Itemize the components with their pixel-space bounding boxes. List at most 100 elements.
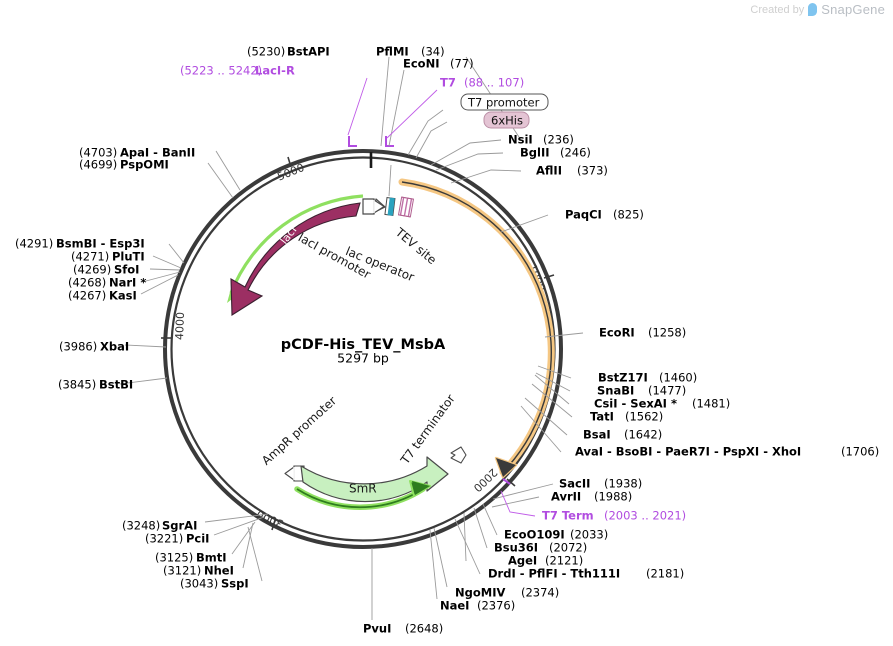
site-name: SgrAI	[162, 519, 197, 533]
site-pos: (4267)	[68, 289, 106, 303]
site-label-nhei[interactable]: (3121) NheI	[163, 564, 234, 578]
site-pos: (2181)	[646, 567, 684, 581]
site-label-avai-group[interactable]: AvaI - BsoBI - PaeR7I - PspXI - XhoI (17…	[575, 445, 879, 459]
site-label-ngomiv[interactable]: NgoMIV (2374)	[455, 586, 559, 600]
site-name: AflII	[536, 164, 562, 178]
site-label-bsmbi-esp3i[interactable]: (4291) BsmBI - Esp3I	[15, 237, 145, 251]
site-pos: (246)	[560, 146, 591, 160]
site-label-ecori[interactable]: EcoRI (1258)	[599, 326, 686, 340]
site-name: NheI	[204, 564, 234, 578]
site-label-pvui[interactable]: PvuI (2648)	[363, 622, 443, 636]
ruler-tick-label: 2000	[471, 466, 500, 495]
site-name: PvuI	[363, 622, 391, 636]
site-name: BstBI	[99, 378, 133, 392]
site-label-pspomi[interactable]: (4699) PspOMI	[79, 158, 169, 172]
badge-6xhis[interactable]: 6xHis	[483, 111, 530, 129]
site-pos: (1460)	[659, 371, 697, 385]
site-label-pflmi[interactable]: PflMI (34)	[376, 45, 445, 59]
site-name: PaqCI	[565, 208, 602, 222]
site-label-xbai[interactable]: (3986) XbaI	[59, 340, 129, 354]
site-label-apai-banii[interactable]: (4703) ApaI - BanII	[79, 146, 195, 160]
site-name: EcoRI	[599, 326, 635, 340]
site-name: BsmBI - Esp3I	[56, 237, 145, 251]
site-label-bstapi[interactable]: (5230) BstAPI	[247, 45, 330, 59]
snapgene-logo-icon	[808, 3, 818, 16]
site-label-sfoi[interactable]: (4269) SfoI	[73, 263, 139, 277]
site-label-econi[interactable]: EcoNI (77)	[403, 57, 474, 71]
site-name: NgoMIV	[455, 586, 505, 600]
site-name: XbaI	[100, 340, 129, 354]
site-label-t7-term[interactable]: T7 Term (2003 .. 2021)	[542, 509, 686, 523]
site-label-sgrai[interactable]: (3248) SgrAI	[122, 519, 197, 533]
site-label-aflii[interactable]: AflII (373)	[536, 164, 608, 178]
site-name: NaeI	[440, 599, 469, 613]
ruler-tick-label: 5000	[275, 161, 306, 184]
site-name: T7 Term	[542, 509, 594, 523]
site-pos: (3043)	[180, 577, 218, 591]
plasmid-title: pCDF-His_TEV_MsbA	[281, 337, 446, 353]
site-pos: (3986)	[59, 340, 97, 354]
site-label-bsu36i[interactable]: Bsu36I (2072)	[494, 541, 587, 555]
site-label-bglii[interactable]: BglII (246)	[520, 146, 591, 160]
site-name: PluTI	[112, 250, 145, 264]
site-label-bstz17i[interactable]: BstZ17I (1460)	[598, 371, 697, 385]
site-pos: (2374)	[521, 586, 559, 600]
site-pos: (4699)	[79, 158, 117, 172]
site-pos: (3248)	[122, 519, 160, 533]
site-label-t7[interactable]: T7 (88 .. 107)	[440, 76, 524, 90]
site-label-plutui[interactable]: (4271) PluTI	[71, 250, 145, 264]
site-pos: (1477)	[648, 384, 686, 398]
site-pos: (1642)	[624, 428, 662, 442]
site-pos: (5230)	[247, 45, 285, 59]
site-label-kasi[interactable]: (4267) KasI	[68, 289, 137, 303]
site-name: BstZ17I	[598, 371, 648, 385]
site-pos: (2072)	[549, 541, 587, 555]
snapgene-watermark: Created by SnapGene	[750, 2, 885, 17]
site-label-agei[interactable]: AgeI (2121)	[508, 554, 583, 568]
site-pos: (4269)	[73, 263, 111, 277]
site-label-pcii[interactable]: (3221) PciI	[145, 532, 209, 546]
site-label-csii-sexai[interactable]: CsiI - SexAI * (1481)	[594, 397, 730, 411]
site-name: BstAPI	[287, 45, 330, 59]
site-label-tati[interactable]: TatI (1562)	[590, 410, 663, 424]
site-name: T7	[440, 76, 456, 90]
site-pos: (2033)	[570, 528, 608, 542]
site-label-paqci[interactable]: PaqCI (825)	[565, 208, 644, 222]
smr-label: SmR	[349, 482, 377, 496]
site-pos: (236)	[543, 133, 574, 147]
smr-feature: SmR	[284, 456, 449, 510]
watermark-prefix: Created by	[750, 3, 805, 16]
site-label-snabi[interactable]: SnaBI (1477)	[597, 384, 686, 398]
site-pos: (2003 .. 2021)	[604, 509, 686, 523]
site-label-sacii[interactable]: SacII (1938)	[559, 477, 642, 491]
site-label-bmti[interactable]: (3125) BmtI	[155, 551, 227, 565]
site-label-ecoo109i[interactable]: EcoO109I (2033)	[504, 528, 608, 542]
site-pos: (1938)	[604, 477, 642, 491]
site-name: CsiI - SexAI *	[594, 397, 677, 411]
site-label-nsii[interactable]: NsiI (236)	[508, 133, 574, 147]
site-name: PciI	[186, 532, 209, 546]
ruler-tick-label: 4000	[173, 312, 187, 340]
site-label-bsai[interactable]: BsaI (1642)	[583, 428, 662, 442]
site-label-avrii[interactable]: AvrII (1988)	[551, 490, 632, 504]
site-pos: (3125)	[155, 551, 193, 565]
site-label-bstbi[interactable]: (3845) BstBI	[58, 378, 133, 392]
site-pos: (34)	[421, 45, 445, 59]
site-label-drdi-group[interactable]: DrdI - PflFI - Tth111I (2181)	[488, 567, 684, 581]
badge-t7-promoter[interactable]: T7 promoter	[460, 93, 549, 111]
site-pos: (825)	[613, 208, 644, 222]
site-label-sspi[interactable]: (3043) SspI	[180, 577, 249, 591]
site-label-nari[interactable]: (4268) NarI *	[68, 276, 146, 290]
site-pos: (5223 .. 5242)	[180, 64, 262, 78]
site-name: PflMI	[376, 45, 409, 59]
badge-6xhis-label: 6xHis	[491, 114, 523, 128]
site-label-laci-r[interactable]: (5223 .. 5242) LacI-R	[180, 64, 295, 78]
tev-site-feature	[397, 196, 415, 218]
site-name: BsaI	[583, 428, 611, 442]
site-name: KasI	[109, 289, 137, 303]
purple-feature-ticks	[348, 136, 511, 485]
site-pos: (373)	[577, 164, 608, 178]
t7-terminator-label: T7 terminator	[397, 392, 457, 468]
site-label-naei[interactable]: NaeI (2376)	[440, 599, 515, 613]
